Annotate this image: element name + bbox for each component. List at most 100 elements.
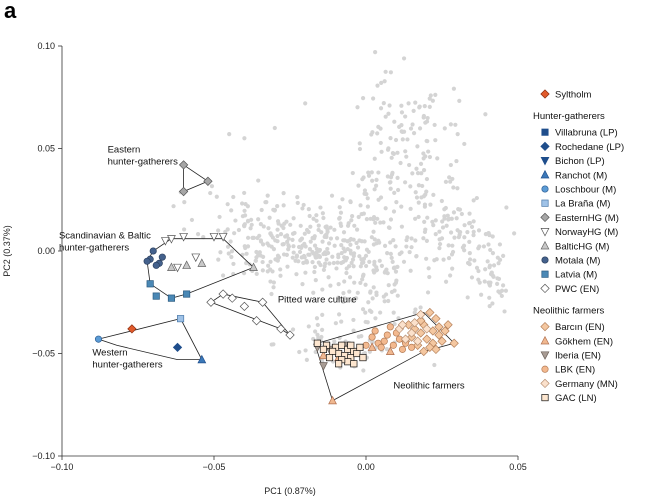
background-point	[474, 265, 480, 270]
background-point	[266, 226, 271, 231]
background-point	[427, 274, 432, 280]
background-point	[448, 122, 453, 127]
background-point	[355, 245, 361, 250]
background-point	[368, 289, 373, 294]
background-point	[321, 215, 326, 221]
background-point	[440, 219, 445, 224]
background-point	[457, 98, 462, 103]
background-point	[248, 226, 253, 231]
background-point	[385, 251, 390, 256]
background-point	[439, 198, 444, 204]
background-point	[424, 176, 430, 182]
background-point	[390, 259, 395, 264]
background-point	[344, 270, 349, 276]
legend-label-motala-m: Motala (M)	[555, 256, 600, 267]
background-point	[243, 245, 248, 251]
motala-m-point	[158, 253, 166, 261]
background-point	[407, 249, 412, 255]
background-point	[365, 196, 370, 201]
background-point	[254, 255, 259, 260]
background-point	[382, 243, 388, 248]
background-point	[339, 243, 344, 248]
background-point	[421, 168, 427, 173]
background-point	[467, 262, 472, 267]
legend-label-loschbour-m: Loschbour (M)	[555, 185, 616, 196]
background-point	[354, 240, 359, 246]
background-point	[425, 215, 430, 220]
background-point	[383, 206, 388, 211]
background-point	[399, 110, 405, 115]
background-point	[315, 322, 320, 328]
background-point	[366, 170, 371, 175]
background-point	[303, 101, 308, 106]
background-point	[375, 83, 380, 88]
background-point	[303, 348, 308, 353]
background-point	[195, 232, 201, 237]
background-point	[364, 263, 369, 269]
background-point	[231, 194, 236, 200]
background-point	[244, 251, 249, 256]
background-point	[391, 151, 396, 157]
background-point	[254, 249, 259, 255]
background-point	[286, 236, 291, 241]
background-point	[291, 250, 296, 255]
background-point	[479, 292, 484, 297]
background-point	[320, 312, 325, 317]
background-point	[311, 290, 316, 295]
legend: Syltholm Hunter-gatherers Villabruna (LP) R…	[533, 89, 624, 404]
background-point	[367, 308, 373, 313]
baltichg-m-point	[197, 258, 207, 267]
background-point	[454, 216, 459, 221]
background-point	[261, 224, 266, 229]
background-point	[430, 219, 435, 224]
background-point	[401, 56, 407, 61]
background-point	[229, 208, 234, 213]
legend-label-pwc-en: PWC (EN)	[555, 284, 599, 295]
background-point	[448, 273, 453, 278]
background-point	[433, 92, 438, 97]
background-point	[371, 285, 376, 290]
background-point	[280, 242, 285, 247]
norwayhg-m-point	[191, 253, 201, 263]
background-point	[503, 288, 509, 293]
background-point	[329, 193, 335, 198]
background-point	[291, 244, 296, 249]
background-point	[359, 211, 364, 217]
background-point	[357, 254, 362, 259]
background-point	[356, 214, 361, 220]
background-point	[487, 232, 492, 238]
annotation-scandinavian-baltic-hg: Scandinavian & Baltic hunter-gatherers	[59, 231, 151, 254]
background-point	[504, 205, 509, 210]
background-point	[366, 249, 371, 254]
western-hg-hull	[97, 318, 203, 361]
background-point	[425, 139, 430, 144]
background-point	[399, 224, 405, 229]
legend-marker-germany-mn	[540, 378, 550, 389]
background-point	[415, 170, 421, 176]
background-point	[304, 258, 309, 264]
background-point	[221, 273, 226, 278]
background-point	[416, 214, 421, 220]
background-point	[245, 235, 251, 240]
background-point	[378, 195, 384, 200]
background-point	[431, 192, 436, 197]
background-point	[227, 132, 232, 137]
background-point	[468, 257, 473, 262]
background-point	[338, 210, 344, 215]
background-point	[454, 158, 459, 164]
background-point	[490, 251, 496, 256]
background-point	[350, 170, 355, 176]
motala-m-point	[149, 247, 157, 255]
annotations: Eastern hunter-gatherers Scandinavian & Ba…	[59, 145, 465, 392]
background-point	[385, 271, 390, 276]
background-point	[474, 195, 479, 201]
background-point	[326, 275, 331, 280]
background-point	[387, 103, 392, 108]
background-point	[189, 217, 195, 223]
y-tick-label: −0.05	[32, 349, 55, 359]
background-point	[317, 248, 322, 253]
background-point	[303, 244, 308, 249]
barc-n-en-point	[434, 322, 444, 332]
background-point	[437, 229, 442, 234]
background-point	[427, 154, 433, 160]
